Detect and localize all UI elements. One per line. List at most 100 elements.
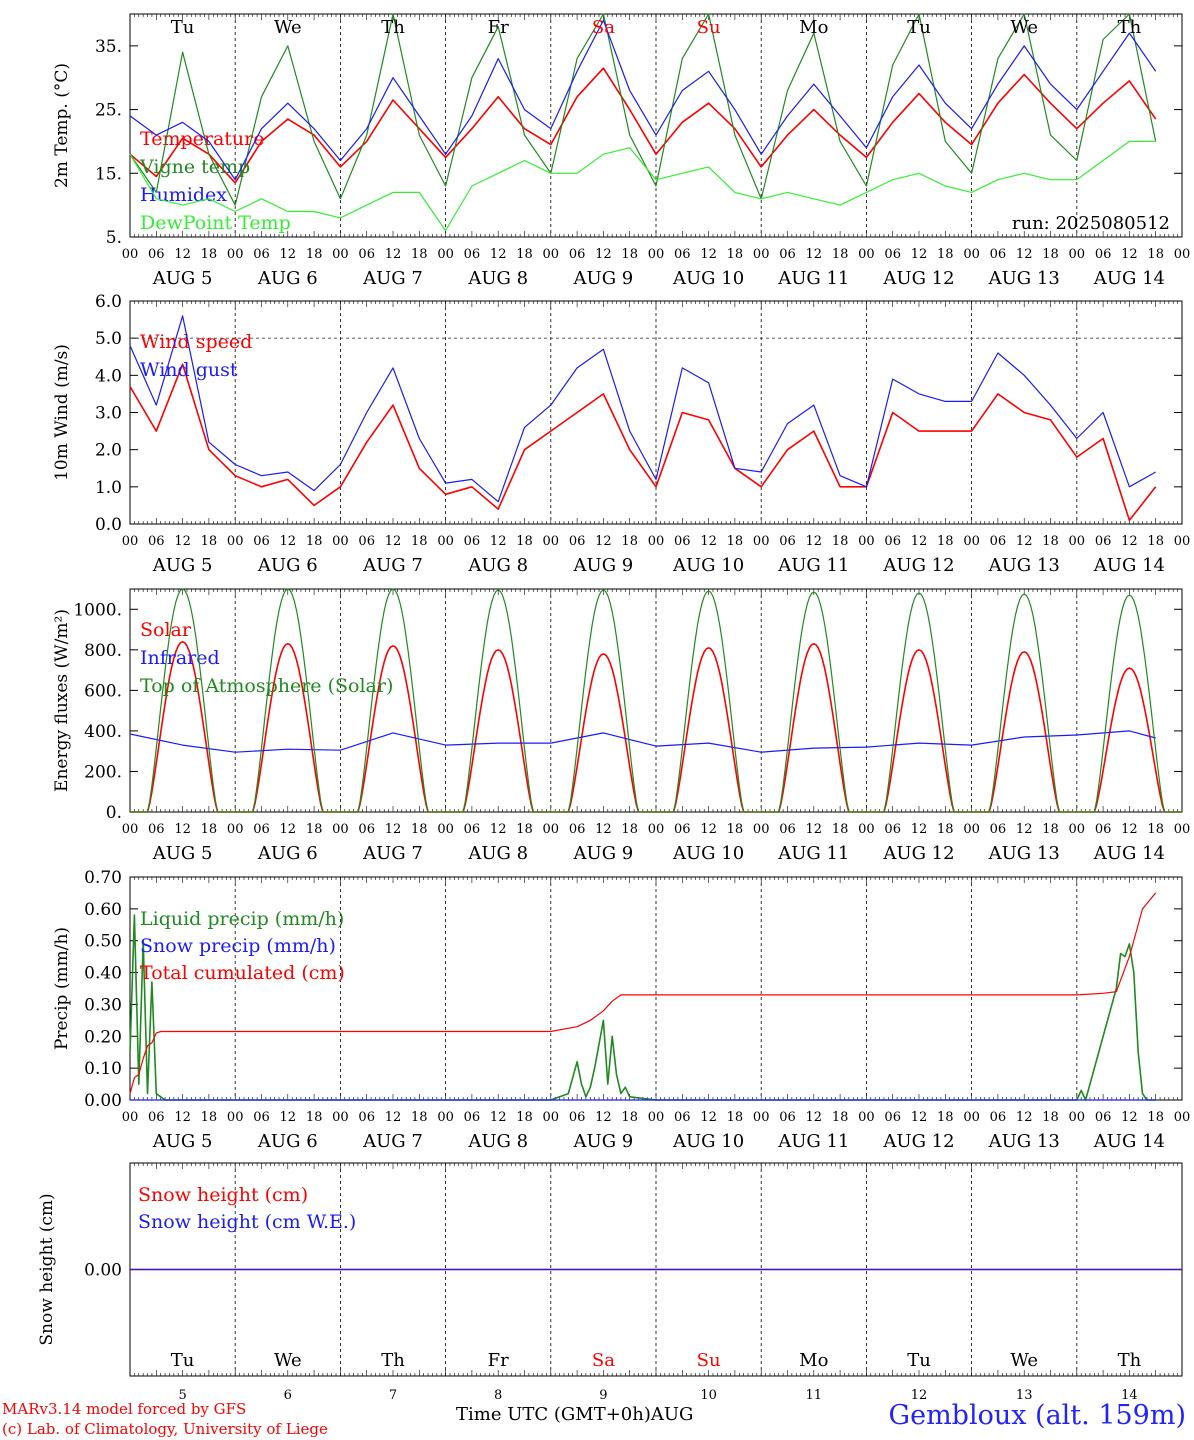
day-name-bottom: Th xyxy=(381,1350,405,1371)
y-tick-label: 5.0 xyxy=(95,329,122,349)
date-label: AUG 7 xyxy=(362,1131,423,1152)
date-label: AUG 12 xyxy=(882,1131,954,1152)
series-line xyxy=(129,140,1156,232)
hour-tick-label: 00 xyxy=(753,534,770,549)
date-label: AUG 8 xyxy=(467,1131,528,1152)
legend-entry: Snow height (cm W.E.) xyxy=(138,1211,356,1233)
hour-tick-label: 06 xyxy=(1095,1110,1112,1125)
date-label: AUG 5 xyxy=(152,843,213,864)
day-name-top: Su xyxy=(697,17,721,38)
date-label: AUG 12 xyxy=(882,555,954,576)
series-line xyxy=(129,914,1156,1101)
hour-tick-label: 06 xyxy=(1095,534,1112,549)
hour-tick-label: 06 xyxy=(990,822,1007,837)
date-label: AUG 7 xyxy=(362,843,423,864)
hour-tick-label: 18 xyxy=(411,534,428,549)
y-tick-label: 3.0 xyxy=(95,404,122,424)
hour-tick-label: 12 xyxy=(174,822,191,837)
y-tick-label: 0.70 xyxy=(84,868,122,888)
hour-tick-label: 06 xyxy=(884,1110,901,1125)
y-tick-label: 0.00 xyxy=(84,1261,122,1281)
hour-tick-label: 00 xyxy=(963,534,980,549)
date-label: AUG 8 xyxy=(467,555,528,576)
date-label: AUG 10 xyxy=(672,1131,744,1152)
day-number: 7 xyxy=(389,1388,397,1403)
hour-tick-label: 18 xyxy=(937,534,954,549)
hour-tick-label: 12 xyxy=(595,822,612,837)
date-label: AUG 9 xyxy=(573,555,634,576)
hour-tick-label: 06 xyxy=(779,822,796,837)
hour-tick-label: 00 xyxy=(858,247,875,262)
hour-tick-label: 00 xyxy=(122,1110,139,1125)
day-name-top: We xyxy=(274,17,302,38)
y-tick-label: 5. xyxy=(106,228,122,248)
legend-entry: DewPoint Temp xyxy=(140,212,291,234)
hour-tick-label: 00 xyxy=(858,534,875,549)
date-label: AUG 14 xyxy=(1093,555,1165,576)
y-tick-label: 0.10 xyxy=(84,1059,122,1079)
day-number: 14 xyxy=(1121,1388,1138,1403)
hour-tick-label: 06 xyxy=(674,822,691,837)
y-tick-label: 0.00 xyxy=(84,1091,122,1111)
day-number: 11 xyxy=(806,1388,823,1403)
y-tick-label: 25. xyxy=(95,101,122,121)
hour-tick-label: 00 xyxy=(227,822,244,837)
hour-tick-label: 06 xyxy=(990,534,1007,549)
hour-tick-label: 00 xyxy=(227,1110,244,1125)
hour-tick-label: 00 xyxy=(437,822,454,837)
hour-tick-label: 12 xyxy=(911,247,928,262)
hour-tick-label: 12 xyxy=(700,822,717,837)
lab-credit: (c) Lab. of Climatology, University of L… xyxy=(2,1420,328,1438)
hour-tick-label: 00 xyxy=(1069,1110,1086,1125)
date-label: AUG 6 xyxy=(257,268,318,289)
hour-tick-label: 12 xyxy=(700,534,717,549)
y-tick-label: 400. xyxy=(84,722,122,742)
y-tick-label: 600. xyxy=(84,681,122,701)
hour-tick-label: 00 xyxy=(543,247,560,262)
hour-tick-label: 00 xyxy=(648,247,665,262)
hour-tick-label: 06 xyxy=(253,822,270,837)
hour-tick-label: 06 xyxy=(990,1110,1007,1125)
hour-tick-label: 12 xyxy=(490,822,507,837)
hour-tick-label: 06 xyxy=(253,534,270,549)
hour-tick-label: 18 xyxy=(306,1110,323,1125)
day-name-top: Fr xyxy=(488,17,509,38)
series-line xyxy=(129,892,1157,1094)
hour-tick-label: 00 xyxy=(122,534,139,549)
hour-tick-label: 18 xyxy=(1147,1110,1164,1125)
model-credit: MARv3.14 model forced by GFS xyxy=(2,1400,247,1418)
hour-tick-label: 06 xyxy=(779,534,796,549)
panel-frame xyxy=(129,588,1183,813)
hour-tick-label: 00 xyxy=(963,1110,980,1125)
day-name-bottom: We xyxy=(1010,1350,1038,1371)
hour-tick-label: 00 xyxy=(1174,1110,1191,1125)
y-tick-label: 35. xyxy=(95,37,122,57)
hour-tick-label: 18 xyxy=(1042,822,1059,837)
date-label: AUG 14 xyxy=(1093,843,1165,864)
legend-entry: Vigne temp xyxy=(139,156,250,178)
hour-tick-label: 00 xyxy=(227,247,244,262)
hour-tick-label: 12 xyxy=(385,534,402,549)
hour-tick-label: 12 xyxy=(280,822,297,837)
hour-tick-label: 12 xyxy=(806,534,823,549)
hour-tick-label: 00 xyxy=(227,534,244,549)
hour-tick-label: 12 xyxy=(280,1110,297,1125)
y-tick-label: 800. xyxy=(84,641,122,661)
hour-tick-label: 18 xyxy=(1042,1110,1059,1125)
y-axis-label: 2m Temp. (°C) xyxy=(52,63,72,188)
hour-tick-label: 00 xyxy=(332,1110,349,1125)
hour-tick-label: 12 xyxy=(1016,247,1033,262)
hour-tick-label: 12 xyxy=(1121,534,1138,549)
hour-tick-label: 18 xyxy=(411,822,428,837)
day-number: 5 xyxy=(178,1388,186,1403)
hour-tick-label: 12 xyxy=(174,534,191,549)
series-line xyxy=(129,67,1157,184)
day-name-bottom: Tu xyxy=(171,1350,195,1371)
hour-tick-label: 12 xyxy=(700,247,717,262)
date-label: AUG 13 xyxy=(988,843,1060,864)
hour-tick-label: 06 xyxy=(148,822,165,837)
hour-tick-label: 18 xyxy=(411,247,428,262)
hour-tick-label: 00 xyxy=(753,247,770,262)
y-tick-label: 2.0 xyxy=(95,441,122,461)
y-tick-label: 0.50 xyxy=(84,932,122,952)
